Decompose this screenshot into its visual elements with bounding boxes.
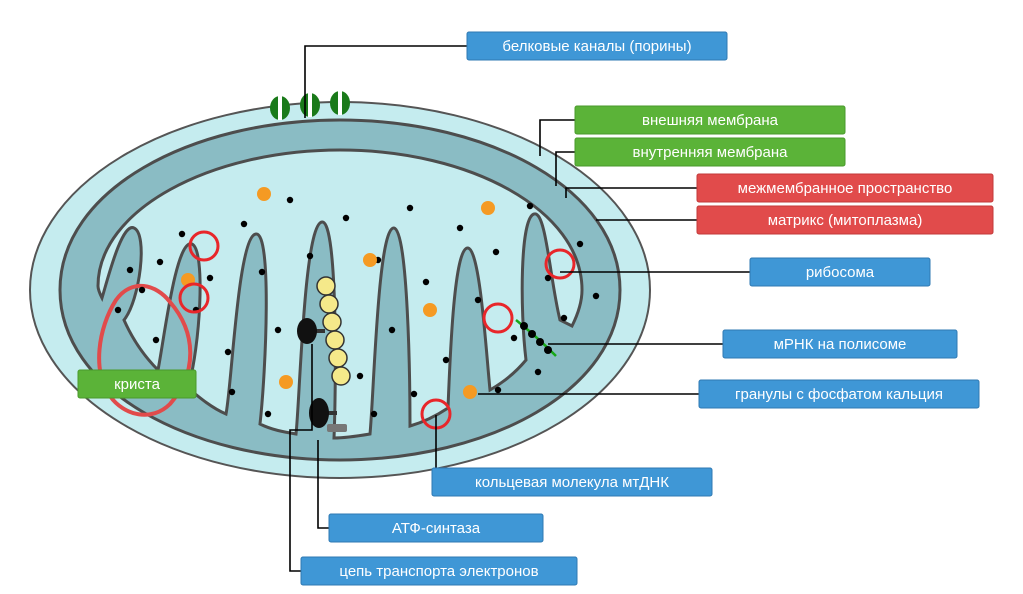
ribosome-dot [179, 231, 185, 237]
ribosome-dot [423, 279, 429, 285]
ribosome-dot [357, 373, 363, 379]
ribosome-dot [207, 275, 213, 281]
label-intermembrane: межмембранное пространство [697, 174, 993, 202]
ribosome-dot [343, 215, 349, 221]
atp-bead [326, 331, 344, 349]
ribosome-dot [229, 389, 235, 395]
ribosome-dot [153, 337, 159, 343]
ribosome-dot [493, 249, 499, 255]
label-text-outer-membrane: внешняя мембрана [642, 112, 779, 129]
atp-bead [317, 277, 335, 295]
polysome-ribosome [544, 346, 552, 354]
ribosome-dot [275, 327, 281, 333]
label-text-porins: белковые каналы (порины) [502, 38, 691, 55]
polysome-ribosome [528, 330, 536, 338]
label-text-intermembrane: межмембранное пространство [738, 180, 953, 197]
mitochondrion-diagram: белковые каналы (порины) внешняя мембрана… [0, 0, 1023, 594]
label-inner-membrane: внутренняя мембрана [575, 138, 845, 166]
label-granules: гранулы с фосфатом кальция [699, 380, 979, 408]
label-etc: цепь транспорта электронов [301, 557, 577, 585]
label-text-crista: криста [114, 376, 160, 393]
ribosome-dot [259, 269, 265, 275]
ribosome-dot [241, 221, 247, 227]
label-ribosome: рибосома [750, 258, 930, 286]
ribosome-dot [411, 391, 417, 397]
ribosome-dot [535, 369, 541, 375]
ribosome-dot [457, 225, 463, 231]
atp-bead [332, 367, 350, 385]
calcium-granule [423, 303, 437, 317]
label-text-atp-synthase: АТФ-синтаза [392, 520, 481, 537]
ribosome-dot [115, 307, 121, 313]
label-mrna: мРНК на полисоме [723, 330, 957, 358]
label-text-granules: гранулы с фосфатом кальция [735, 386, 943, 403]
label-atp-synthase: АТФ-синтаза [329, 514, 543, 542]
calcium-granule [481, 201, 495, 215]
polysome-ribosome [520, 322, 528, 330]
ribosome-dot [139, 287, 145, 293]
polysome-ribosome [536, 338, 544, 346]
ribosome-dot [307, 253, 313, 259]
calcium-granule [279, 375, 293, 389]
ribosome-dot [443, 357, 449, 363]
label-matrix: матрикс (митоплазма) [697, 206, 993, 234]
label-outer-membrane: внешняя мембрана [575, 106, 845, 134]
ribosome-dot [593, 293, 599, 299]
label-text-mrna: мРНК на полисоме [774, 336, 907, 353]
label-porins: белковые каналы (порины) [467, 32, 727, 60]
atp-bead [329, 349, 347, 367]
ribosome-dot [475, 297, 481, 303]
label-text-mtdna: кольцевая молекула мтДНК [475, 474, 669, 491]
atp-bead [320, 295, 338, 313]
ribosome-dot [389, 327, 395, 333]
ribosome-dot [371, 411, 377, 417]
ribosome-dot [225, 349, 231, 355]
calcium-granule [463, 385, 477, 399]
label-text-matrix: матрикс (митоплазма) [768, 212, 923, 229]
ribosome-dot [157, 259, 163, 265]
ribosome-dot [407, 205, 413, 211]
ribosome-dot [511, 335, 517, 341]
atp-bead [323, 313, 341, 331]
calcium-granule [257, 187, 271, 201]
calcium-granule [363, 253, 377, 267]
label-text-ribosome: рибосома [806, 264, 875, 281]
ribosome-dot [127, 267, 133, 273]
ribosome-dot [527, 203, 533, 209]
label-text-inner-membrane: внутренняя мембрана [633, 144, 789, 161]
label-text-etc: цепь транспорта электронов [339, 563, 538, 580]
ribosome-dot [561, 315, 567, 321]
ribosome-dot [265, 411, 271, 417]
label-mtdna: кольцевая молекула мтДНК [432, 468, 712, 496]
label-crista: криста [78, 370, 196, 398]
ribosome-dot [495, 387, 501, 393]
ribosome-dot [577, 241, 583, 247]
ribosome-dot [287, 197, 293, 203]
